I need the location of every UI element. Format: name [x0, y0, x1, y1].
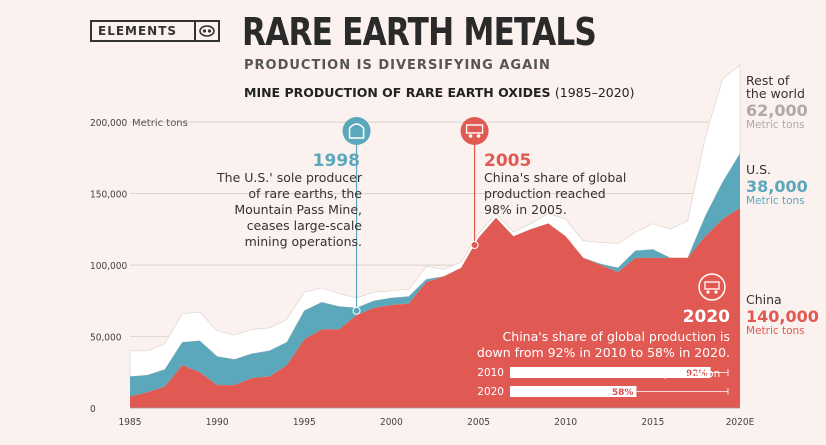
y-unit-label: Metric tons: [132, 118, 188, 129]
x-tick-label: 2000: [380, 417, 403, 428]
brand-mark-icon: [194, 22, 218, 40]
share-bar-legend: Total production: [635, 368, 720, 380]
annotation-2005-year: 2005: [484, 151, 531, 171]
x-tick-label: 2010: [554, 417, 577, 428]
annotation-1998-text: ceases large-scale: [247, 218, 363, 233]
end-label-rest-of-world-unit: Metric tons: [746, 119, 805, 131]
annotation-2020-text: down from 92% in 2010 to 58% in 2020.: [477, 345, 730, 360]
x-tick-label: 2020E: [726, 417, 755, 428]
page-subtitle: PRODUCTION IS DIVERSIFYING AGAIN: [244, 58, 551, 73]
y-tick-label: 150,000: [90, 190, 127, 201]
y-tick-label: 50,000: [90, 333, 122, 344]
annotation-2005-dot: [470, 241, 479, 250]
end-label-china-value: 140,000: [746, 307, 819, 326]
share-bar-year: 2010: [477, 367, 504, 379]
share-bar: [510, 367, 711, 378]
chart-title-text: MINE PRODUCTION OF RARE EARTH OXIDES: [244, 85, 551, 100]
page-title: RARE EARTH METALS: [242, 10, 597, 54]
y-tick-label: 200,000: [90, 118, 127, 129]
y-tick-label: 100,000: [90, 261, 127, 272]
annotation-1998-text: of rare earths, the: [248, 186, 362, 201]
x-tick-label: 1990: [206, 417, 229, 428]
end-label-rest-of-world-value: 62,000: [746, 101, 808, 120]
end-label-us-unit: Metric tons: [746, 195, 805, 207]
brand-name: ELEMENTS: [98, 24, 178, 38]
annotation-1998-text: mining operations.: [245, 234, 362, 249]
chart-title-years: (1985–2020): [554, 85, 635, 100]
axes: 0 50,000 100,000 150,000 200,000 Metric tons 1…: [90, 118, 755, 428]
brand-logo: ELEMENTS: [90, 20, 220, 42]
end-label-china-unit: Metric tons: [746, 325, 805, 337]
annotation-2020-text: China's share of global production is: [503, 329, 730, 344]
x-tick-label: 2005: [467, 417, 490, 428]
area-series: [129, 64, 741, 408]
annotation-1998-year: 1998: [313, 151, 360, 171]
annotation-2020-year: 2020: [683, 307, 730, 327]
annotation-1998-text: The U.S.' sole producer: [216, 170, 363, 185]
end-label-rest-of-world-name: Rest of: [746, 73, 790, 88]
annotation-2005-text: production reached: [484, 186, 606, 201]
share-bar: [510, 386, 637, 397]
annotation-2005-text: China's share of global: [484, 170, 626, 185]
mine-icon: [342, 117, 371, 145]
end-label-rest-of-world-name: the world: [746, 86, 805, 101]
annotation-1998-dot: [352, 306, 361, 315]
truck-icon: [698, 273, 726, 301]
end-label-us-name: U.S.: [746, 162, 771, 177]
annotation-1998-text: Mountain Pass Mine,: [234, 202, 362, 217]
x-tick-label: 1985: [119, 417, 142, 428]
x-tick-label: 1995: [293, 417, 316, 428]
share-bar-label: 92%: [686, 369, 708, 379]
end-label-us-value: 38,000: [746, 177, 808, 196]
share-bar-year: 2020: [477, 386, 504, 398]
x-tick-label: 2015: [641, 417, 664, 428]
share-bar-label: 58%: [612, 388, 634, 398]
annotation-2005-text: 98% in 2005.: [484, 202, 567, 217]
end-label-china-name: China: [746, 292, 782, 307]
truck-icon: [460, 117, 489, 145]
china-area: [130, 207, 740, 408]
y-tick-label: 0: [90, 404, 96, 415]
chart-title: MINE PRODUCTION OF RARE EARTH OXIDES (19…: [244, 85, 635, 100]
